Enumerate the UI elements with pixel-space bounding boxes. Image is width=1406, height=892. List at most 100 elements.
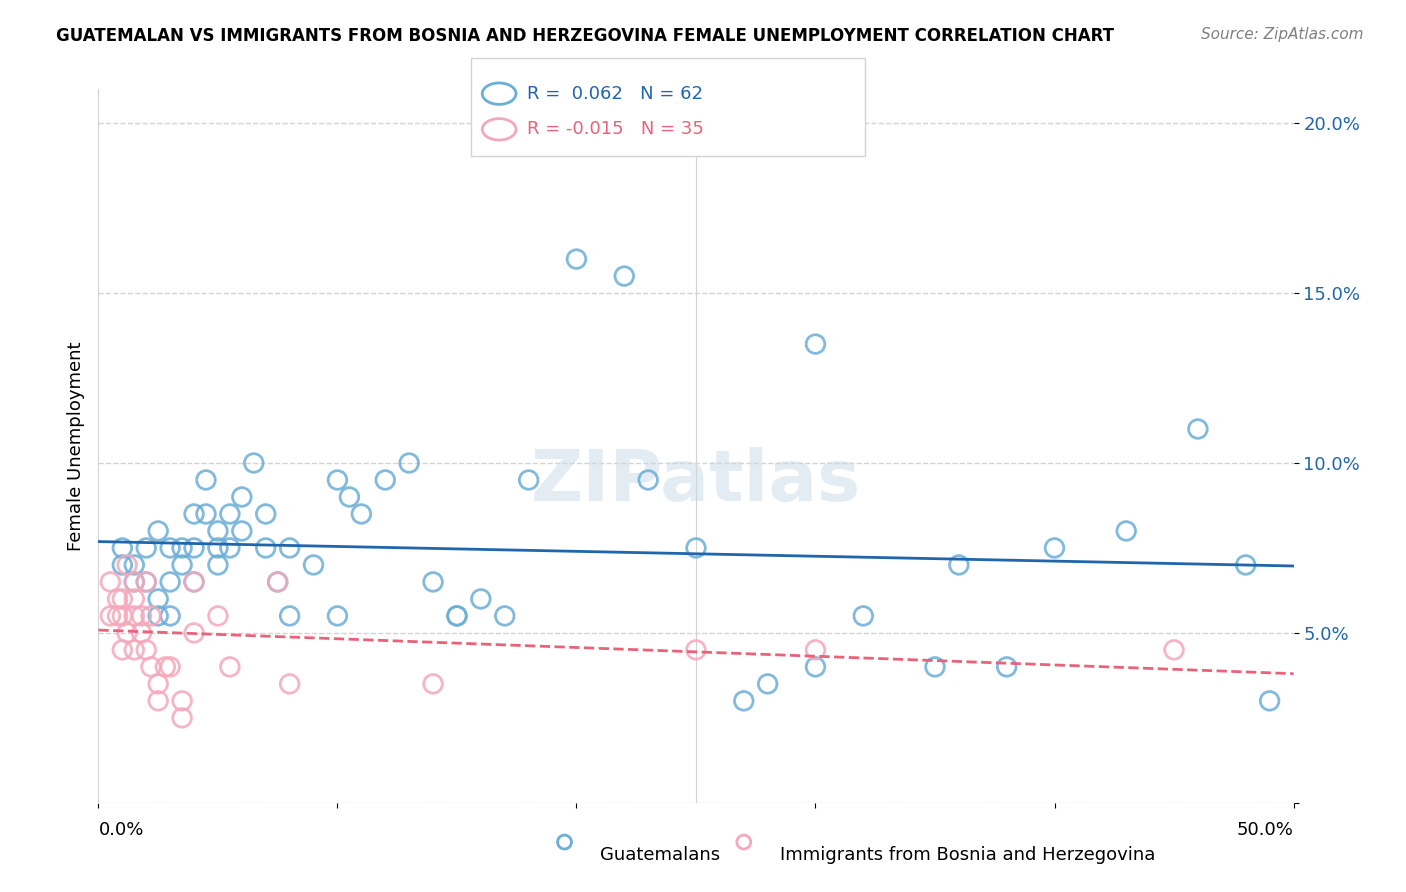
Point [398,456,420,470]
Point [131,626,153,640]
Point [231,524,253,538]
Point [124,643,146,657]
Point [267,574,290,589]
Point [111,541,134,555]
Point [111,608,134,623]
Point [124,574,146,589]
Point [111,558,134,572]
Point [1115,524,1137,538]
Point [148,694,170,708]
Point [159,541,181,555]
Point [685,541,707,555]
Text: 0.0%: 0.0% [98,821,143,838]
Text: Source: ZipAtlas.com: Source: ZipAtlas.com [1201,27,1364,42]
Text: R = -0.015   N = 35: R = -0.015 N = 35 [527,120,704,138]
Point [124,574,146,589]
Point [517,473,540,487]
Point [183,574,205,589]
Point [219,507,242,521]
Point [446,608,468,623]
Point [159,608,181,623]
Point [470,591,492,606]
Point [924,660,946,674]
Point [148,608,170,623]
Point [326,608,349,623]
Point [148,591,170,606]
Text: 50.0%: 50.0% [1237,821,1294,838]
Point [183,574,205,589]
Point [995,660,1018,674]
Point [350,507,373,521]
Point [374,473,396,487]
Point [183,507,205,521]
Point [733,694,755,708]
Point [195,507,218,521]
Point [107,591,129,606]
Point [135,574,157,589]
Point [207,524,229,538]
Point [446,608,468,623]
Point [115,626,138,640]
Point [219,660,242,674]
Point [155,660,177,674]
Text: Guatemalans: Guatemalans [600,846,720,863]
Point [852,608,875,623]
Point [107,608,129,623]
Point [422,574,444,589]
Point [278,677,301,691]
Point [1234,558,1257,572]
Point [135,643,157,657]
Point [637,473,659,487]
Point [613,269,636,284]
Y-axis label: Female Unemployment: Female Unemployment [66,342,84,550]
Point [804,337,827,351]
Point [195,473,218,487]
Point [207,541,229,555]
Point [207,608,229,623]
Point [139,660,162,674]
Point [302,558,325,572]
Point [1163,643,1185,657]
Point [172,694,194,708]
Point [494,608,516,623]
Point [243,456,266,470]
Point [159,660,181,674]
Point [98,608,122,623]
Point [231,490,253,504]
Point [278,608,301,623]
Point [98,574,122,589]
Point [1187,422,1209,436]
Point [183,626,205,640]
Point [756,677,779,691]
Point [148,524,170,538]
Point [135,541,157,555]
Point [254,541,277,555]
Point [111,591,134,606]
Point [254,507,277,521]
Point [131,608,153,623]
Point [804,660,827,674]
Point [948,558,970,572]
Point [326,473,349,487]
Text: GUATEMALAN VS IMMIGRANTS FROM BOSNIA AND HERZEGOVINA FEMALE UNEMPLOYMENT CORRELA: GUATEMALAN VS IMMIGRANTS FROM BOSNIA AND… [56,27,1114,45]
Point [1043,541,1066,555]
Point [159,574,181,589]
Point [172,558,194,572]
Point [685,643,707,657]
Point [172,711,194,725]
Point [124,558,146,572]
Point [207,558,229,572]
Point [111,643,134,657]
Point [339,490,361,504]
Point [565,252,588,266]
Point [1258,694,1281,708]
Text: R =  0.062   N = 62: R = 0.062 N = 62 [527,85,703,103]
Point [124,591,146,606]
Point [148,677,170,691]
Point [422,677,444,691]
Point [139,608,162,623]
Point [219,541,242,555]
Point [183,541,205,555]
Point [267,574,290,589]
Point [124,608,146,623]
